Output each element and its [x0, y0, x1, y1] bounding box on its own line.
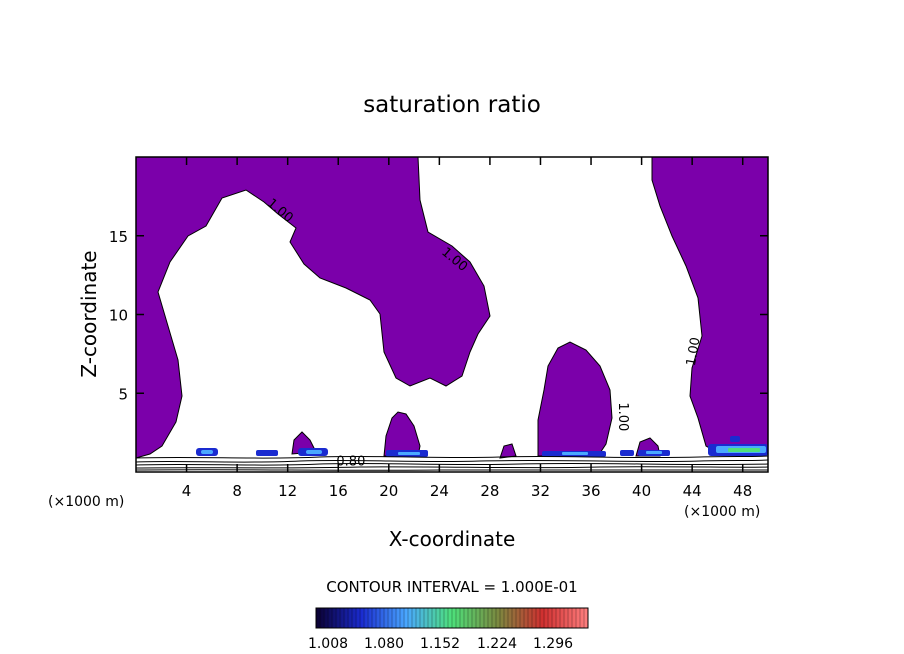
contour-label: 0.80: [336, 455, 365, 470]
surface-contours: [135, 455, 769, 471]
colorbar: 1.008 1.080 1.152 1.224 1.296: [308, 607, 589, 652]
cell-12km: [256, 450, 278, 456]
surface-contour-3: [135, 462, 769, 466]
x-tick-label: 12: [278, 482, 297, 500]
y-tick-label: 5: [118, 385, 128, 403]
y-tick-label: 15: [109, 228, 128, 246]
colorbar-label: 1.008: [308, 636, 348, 652]
colorbar-labels: 1.008 1.080 1.152 1.224 1.296: [308, 636, 573, 652]
cell-40km: [620, 450, 634, 456]
contour-interval-text: CONTOUR INTERVAL = 1.000E-01: [326, 578, 577, 596]
x-tick-label: 24: [430, 482, 449, 500]
y-axis-label: Z-coordinate: [77, 250, 101, 377]
colorbar-label: 1.224: [477, 636, 517, 652]
y-axis-ticks: 5 10 15: [109, 228, 768, 403]
colorbar-stripes: [319, 608, 585, 628]
x-unit-left: (×1000 m): [48, 494, 124, 510]
cell-21km-core: [398, 452, 420, 455]
region-center-dome: [537, 341, 613, 457]
colorbar-label: 1.080: [364, 636, 404, 652]
bright-cells: [196, 436, 768, 457]
surface-contour-5: [135, 469, 769, 471]
surface-contour-1: [135, 455, 769, 459]
surface-contour-2: [135, 459, 769, 463]
supersaturated-regions: [135, 156, 769, 459]
cell-36km-core: [562, 452, 588, 455]
contour-label: 1.00: [615, 402, 630, 431]
x-tick-label: 32: [531, 482, 550, 500]
x-tick-label: 44: [683, 482, 702, 500]
x-tick-label: 4: [182, 482, 192, 500]
chart-title: saturation ratio: [363, 92, 541, 118]
y-tick-label: 10: [109, 307, 128, 325]
x-tick-label: 28: [480, 482, 499, 500]
cell-47km-green: [728, 448, 760, 452]
cell-5km-core: [201, 450, 213, 454]
x-unit-right: (×1000 m): [684, 504, 760, 520]
region-left-upper: [135, 156, 491, 459]
x-tick-label: 36: [581, 482, 600, 500]
contour-label: 1.00: [684, 336, 704, 367]
x-tick-label: 48: [733, 482, 752, 500]
cell-14km-core: [306, 450, 322, 454]
cell-41km-core: [646, 451, 662, 454]
cell-47km-speck: [730, 436, 740, 442]
x-tick-label: 40: [632, 482, 651, 500]
x-tick-label: 20: [379, 482, 398, 500]
colorbar-label: 1.296: [533, 636, 573, 652]
x-tick-label: 8: [232, 482, 242, 500]
plot-area: 1.001.001.001.000.80 4 8 12 16 20 24 28 32 36 40 4…: [109, 156, 769, 500]
x-axis-ticks: 4 8 12 16 20 24 28 32 36 40 44 48: [182, 157, 752, 500]
x-tick-label: 16: [329, 482, 348, 500]
x-axis-label: X-coordinate: [389, 527, 516, 551]
colorbar-label: 1.152: [420, 636, 460, 652]
colorbar-gradient: [315, 607, 589, 629]
